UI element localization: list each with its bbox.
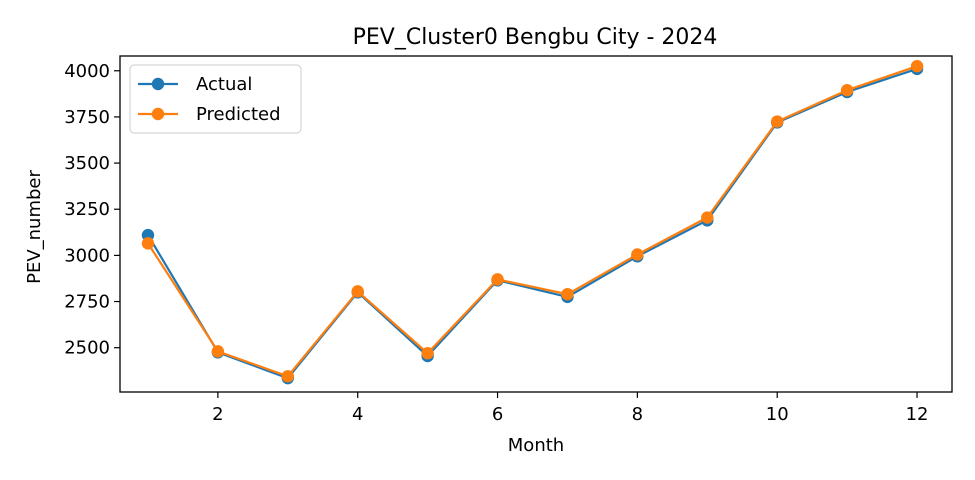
series-1-point bbox=[351, 285, 364, 298]
legend-label: Predicted bbox=[196, 104, 281, 125]
x-tick-label: 6 bbox=[492, 404, 503, 425]
x-axis-label: Month bbox=[508, 435, 564, 456]
y-tick-label: 3750 bbox=[64, 107, 110, 128]
series-1-point bbox=[491, 273, 504, 286]
x-tick-label: 4 bbox=[352, 404, 363, 425]
y-tick-label: 2750 bbox=[64, 292, 110, 313]
y-tick-label: 3250 bbox=[64, 199, 110, 220]
legend-label: Actual bbox=[196, 74, 252, 95]
y-tick-label: 3500 bbox=[64, 153, 110, 174]
y-tick-label: 4000 bbox=[64, 61, 110, 82]
legend-marker bbox=[151, 107, 165, 121]
legend-box bbox=[129, 64, 302, 134]
series-1-point bbox=[211, 345, 225, 358]
y-tick-label: 3000 bbox=[64, 245, 110, 266]
series-1-point bbox=[421, 347, 434, 360]
legend: Actual Predicted bbox=[129, 64, 302, 134]
plot-frame bbox=[119, 55, 953, 393]
legend-marker bbox=[151, 77, 165, 91]
series-1-point bbox=[701, 211, 714, 224]
x-tick-label: 2 bbox=[212, 404, 223, 425]
x-tick-label: 12 bbox=[906, 404, 929, 425]
chart-title: PEV_Cluster0 Bengbu City - 2024 bbox=[353, 25, 718, 50]
series-1-point bbox=[910, 59, 924, 73]
x-tick-label: 8 bbox=[632, 404, 643, 425]
series-1-point bbox=[561, 287, 574, 301]
y-axis-label: PEV_number bbox=[24, 170, 45, 284]
series-1-point bbox=[840, 83, 854, 97]
series-1-point bbox=[281, 370, 294, 383]
x-tick-label: 10 bbox=[766, 404, 789, 425]
series-line-1 bbox=[147, 65, 918, 378]
series-1-point bbox=[631, 248, 644, 261]
series-1-point bbox=[141, 237, 155, 250]
y-tick-label: 2500 bbox=[64, 338, 110, 359]
series-1-point bbox=[771, 115, 784, 128]
